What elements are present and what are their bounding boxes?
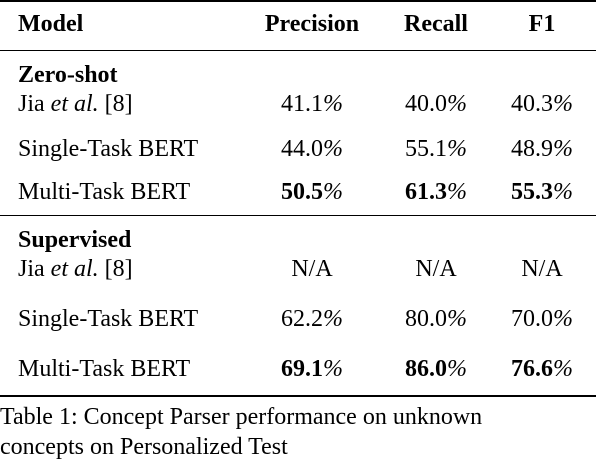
row-model: Multi-Task BERT	[18, 179, 191, 205]
row-recall: 86.0%	[405, 356, 467, 382]
row-precision: 50.5%	[281, 179, 343, 205]
table-caption: Table 1: Concept Parser performance on u…	[0, 402, 596, 462]
header-model: Model	[18, 11, 84, 37]
header-precision: Precision	[264, 11, 360, 37]
row-model: Jia et al. [8]	[18, 256, 133, 282]
caption-line-2: concepts on Personalized Test	[0, 434, 288, 460]
row-f1: 76.6%	[511, 356, 573, 382]
group-label-zero-shot: Zero-shot	[18, 62, 118, 88]
row-f1: 40.3%	[511, 91, 573, 117]
group-rule	[0, 215, 596, 216]
row-precision: 44.0%	[281, 136, 343, 162]
row-model: Single-Task BERT	[18, 306, 199, 332]
table-top-rule	[0, 0, 596, 2]
row-precision: N/A	[291, 256, 333, 282]
row-precision: 69.1%	[281, 356, 343, 382]
row-f1: 55.3%	[511, 179, 573, 205]
row-f1: N/A	[521, 256, 563, 282]
header-rule	[0, 50, 596, 51]
group-label-supervised: Supervised	[18, 227, 132, 253]
row-precision: 62.2%	[281, 306, 343, 332]
row-precision: 41.1%	[281, 91, 343, 117]
header-f1: F1	[528, 11, 556, 37]
header-recall: Recall	[404, 11, 468, 37]
table-bottom-rule	[0, 395, 596, 397]
row-model: Single-Task BERT	[18, 136, 199, 162]
row-model: Multi-Task BERT	[18, 356, 191, 382]
row-recall: N/A	[415, 256, 457, 282]
row-recall: 55.1%	[405, 136, 467, 162]
row-model: Jia et al. [8]	[18, 91, 133, 117]
row-f1: 48.9%	[511, 136, 573, 162]
row-recall: 40.0%	[405, 91, 467, 117]
row-recall: 61.3%	[405, 179, 467, 205]
caption-line-1: Table 1: Concept Parser performance on u…	[0, 404, 483, 430]
row-f1: 70.0%	[511, 306, 573, 332]
row-recall: 80.0%	[405, 306, 467, 332]
